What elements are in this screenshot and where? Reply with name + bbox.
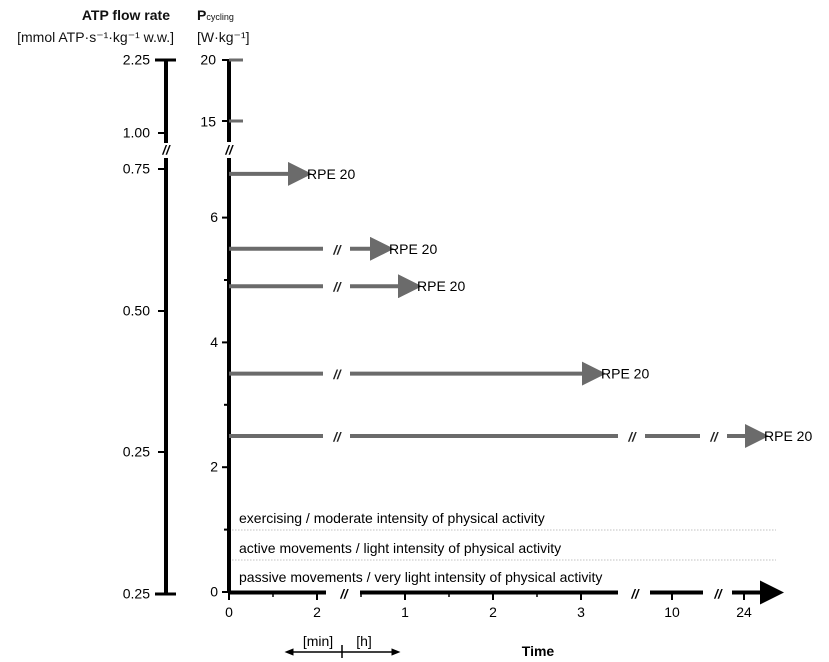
time-units: [min] [h] Time — [284, 633, 555, 659]
power-axis-ticks: 0 2 4 6 — [210, 209, 229, 600]
time-axis-ticks: 0 2 1 2 3 10 24 — [225, 592, 752, 620]
time-axis-tick-label: 2 — [489, 604, 497, 620]
time-axis-title: Time — [522, 643, 555, 659]
time-axis-break-mark: // — [339, 587, 349, 602]
left-axis-tick-label: 0.25 — [123, 444, 150, 460]
zone-label: exercising / moderate intensity of physi… — [239, 510, 545, 526]
activity-zones: exercising / moderate intensity of physi… — [232, 510, 776, 585]
time-axis-break-mark: // — [713, 587, 723, 602]
power-axis-upper-tick-label: 20 — [200, 52, 216, 68]
left-axis-tick-label: 0.75 — [123, 161, 150, 177]
rpe-label: RPE 20 — [417, 278, 465, 294]
rpe-label: RPE 20 — [389, 241, 437, 257]
time-axis-tick-label: 2 — [313, 604, 321, 620]
left-axis-tick-label: 2.25 — [123, 52, 150, 68]
bar-break-mark: // — [332, 367, 342, 382]
rpe-label: RPE 20 — [601, 366, 649, 382]
right-axis-subscript: cycling — [206, 12, 234, 22]
unit-label-h: [h] — [356, 633, 372, 649]
upper-power-marks — [229, 58, 243, 123]
zone-label: passive movements / very light intensity… — [239, 569, 602, 585]
power-axis-tick-label: 4 — [210, 334, 218, 350]
left-axis-tick-label: 0.50 — [123, 303, 150, 319]
left-axis-unit: [mmol ATP·s⁻¹·kg⁻¹ w.w.] — [17, 29, 174, 45]
bar-break-mark: // — [332, 430, 342, 445]
right-axis-symbol: P — [197, 7, 207, 23]
power-axis-tick-label: 2 — [210, 459, 218, 475]
power-axis-upper-tick-label: 15 — [200, 114, 216, 130]
bar-break-mark: // — [627, 430, 637, 445]
power-axis: // 20 15 0 2 4 6 — [200, 52, 234, 600]
rpe-label: RPE 20 — [764, 428, 812, 444]
right-axis-title: Pcycling — [197, 7, 234, 23]
time-axis-tick-label: 10 — [664, 604, 680, 620]
left-axis-title: ATP flow rate — [81, 7, 170, 23]
left-axis-tick-label: 0.25 — [123, 586, 150, 602]
rpe-label: RPE 20 — [307, 166, 355, 182]
bar-break-mark: // — [709, 430, 719, 445]
zone-label: active movements / light intensity of ph… — [239, 540, 561, 556]
time-axis-tick-label: 0 — [225, 604, 233, 620]
time-axis-tick-label: 24 — [736, 604, 752, 620]
bar-break-mark: // — [332, 280, 342, 295]
unit-label-min: [min] — [303, 633, 333, 649]
time-axis-tick-label: 3 — [577, 604, 585, 620]
right-axis-unit: [W·kg⁻¹] — [197, 29, 250, 45]
power-axis-tick-label: 0 — [210, 584, 218, 600]
left-axis-break-mark: // — [161, 143, 171, 158]
bar-break-mark: // — [332, 242, 342, 257]
left-axis-tick-label: 1.00 — [123, 125, 150, 141]
rpe-bars: RPE 20 // RPE 20 // RPE 20 // RPE 20 // // // RPE … — [229, 161, 812, 448]
time-axis: // // // 0 2 1 2 3 10 24 — [225, 580, 784, 620]
power-axis-break-mark: // — [224, 143, 234, 158]
left-axis: 2.25 1.00 0.75 0.50 0.25 0.25 // — [123, 52, 176, 602]
time-axis-break-mark: // — [630, 587, 640, 602]
power-axis-tick-label: 6 — [210, 209, 218, 225]
time-axis-tick-label: 1 — [401, 604, 409, 620]
